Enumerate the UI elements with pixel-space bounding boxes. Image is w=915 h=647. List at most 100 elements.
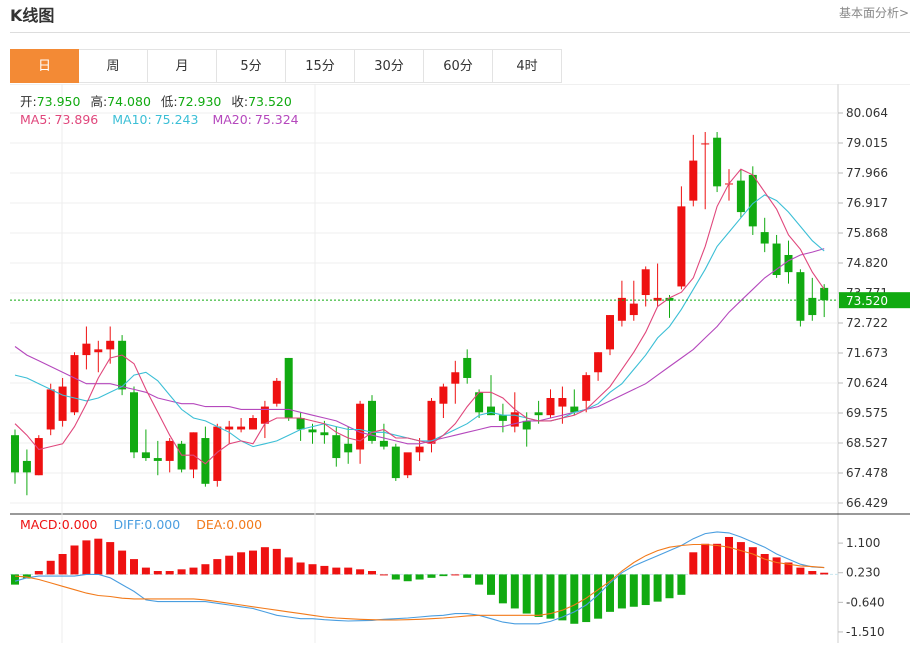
macd-y-tick-label: -0.640: [846, 595, 885, 609]
macd-bar: [308, 564, 317, 575]
ma5-value: 73.896: [55, 112, 99, 127]
candle-body: [379, 440, 388, 447]
candle-body: [94, 349, 103, 353]
ma20-value: 75.324: [255, 112, 299, 127]
tab-day[interactable]: 日: [10, 49, 79, 83]
divider: [10, 32, 910, 33]
candle-body: [70, 355, 79, 413]
macd-bar: [427, 574, 436, 578]
ma20-line: [14, 248, 825, 445]
macd-bar: [296, 562, 305, 575]
candle-body: [677, 206, 686, 287]
y-tick-label: 74.820: [846, 256, 888, 270]
candle-body: [772, 243, 781, 276]
candle-body: [760, 232, 769, 244]
macd-bar: [439, 574, 448, 577]
candle-body: [213, 426, 222, 481]
macd-bar: [725, 536, 733, 575]
open-label: 开:: [20, 94, 37, 109]
macd-bar: [379, 574, 388, 576]
candle-body: [237, 426, 246, 430]
macd-bar: [487, 574, 495, 595]
tab-5min[interactable]: 5分: [217, 49, 286, 83]
candle-body: [249, 418, 257, 430]
macd-y-tick-label: 1.100: [846, 536, 880, 550]
candle-body: [332, 435, 341, 459]
macd-bar: [260, 547, 269, 575]
y-tick-label: 80.064: [846, 106, 888, 120]
macd-bar: [808, 571, 817, 575]
macd-bar: [748, 547, 757, 575]
high-label: 高:: [90, 94, 107, 109]
macd-bar: [475, 574, 484, 585]
macd-bar: [368, 571, 376, 575]
candle-body: [748, 174, 757, 227]
tab-15min[interactable]: 15分: [286, 49, 355, 83]
macd-bar: [141, 567, 150, 575]
macd-bar: [415, 574, 424, 580]
macd-bar: [391, 574, 400, 580]
macd-y-tick-label: -1.510: [846, 625, 885, 639]
tab-30min[interactable]: 30分: [355, 49, 424, 83]
svg-text:MA5:73.896 MA10:75.243: MA5: 73.896 MA10: 75.243 MA20: 75.324: [20, 112, 299, 127]
macd-bar: [130, 559, 138, 575]
fundamental-analysis-link[interactable]: 基本面分析>: [838, 6, 909, 20]
candle-body: [118, 340, 127, 390]
tab-month[interactable]: 月: [148, 49, 217, 83]
candle-body: [594, 352, 603, 373]
close-value: 73.520: [248, 94, 292, 109]
candle-body: [510, 412, 519, 427]
y-tick-label: 70.624: [846, 376, 888, 390]
macd-bar: [820, 572, 829, 575]
candle-body: [475, 392, 484, 413]
candle-body: [296, 418, 305, 430]
macd-bar: [570, 574, 579, 624]
macd-bar: [677, 574, 686, 595]
macd-bar: [272, 548, 281, 575]
macd-bar: [213, 559, 222, 575]
macd-bar: [153, 571, 162, 575]
candle-body: [558, 397, 567, 407]
macd-bar: [629, 574, 638, 607]
macd-y-tick-label: 0.230: [846, 566, 880, 580]
kline-chart-area[interactable]: 80.06479.01577.96676.91775.86874.82073.7…: [10, 83, 910, 643]
macd-bar: [344, 567, 353, 575]
ma20-label: MA20:: [212, 112, 251, 127]
macd-bar: [403, 574, 412, 582]
dea-value: 0.000: [226, 517, 262, 532]
candle-body: [284, 357, 293, 419]
candle-body: [570, 406, 579, 413]
low-label: 低:: [161, 94, 178, 109]
macd-bar: [94, 538, 103, 575]
candle-body: [582, 375, 591, 401]
macd-bar: [498, 574, 507, 604]
macd-bar: [796, 567, 805, 575]
ma5-line: [14, 168, 825, 465]
macd-bar: [510, 574, 519, 609]
macd-bar: [736, 542, 745, 575]
candle-body: [534, 412, 543, 416]
candle-body: [141, 452, 150, 459]
candle-body: [796, 272, 805, 321]
macd-bar: [653, 574, 662, 602]
svg-text:开:73.950 高:74.080: 开:73.950 高:74.080 低:72.930 收:73.520: [20, 94, 292, 109]
candle-body: [427, 400, 436, 444]
candle-body: [106, 340, 115, 350]
close-label: 收:: [231, 94, 248, 109]
tab-4hour[interactable]: 4时: [493, 49, 562, 83]
candle-body: [403, 452, 412, 476]
macd-bar: [558, 574, 567, 621]
candle-body: [225, 426, 234, 430]
macd-bar: [177, 569, 186, 575]
ma5-label: MA5:: [20, 112, 52, 127]
macd-bar: [58, 553, 67, 575]
tab-60min[interactable]: 60分: [424, 49, 493, 83]
svg-text:MACD:0.000 DIFF:0.000: MACD:0.000 DIFF:0.000 DEA:0.000: [20, 517, 262, 532]
diff-value: 0.000: [144, 517, 180, 532]
macd-bar: [70, 545, 79, 575]
tab-week[interactable]: 周: [79, 49, 148, 83]
candle-body: [46, 389, 55, 430]
candle-body: [689, 160, 698, 201]
kline-chart[interactable]: 80.06479.01577.96676.91775.86874.82073.7…: [10, 83, 910, 643]
candle-body: [58, 386, 67, 421]
